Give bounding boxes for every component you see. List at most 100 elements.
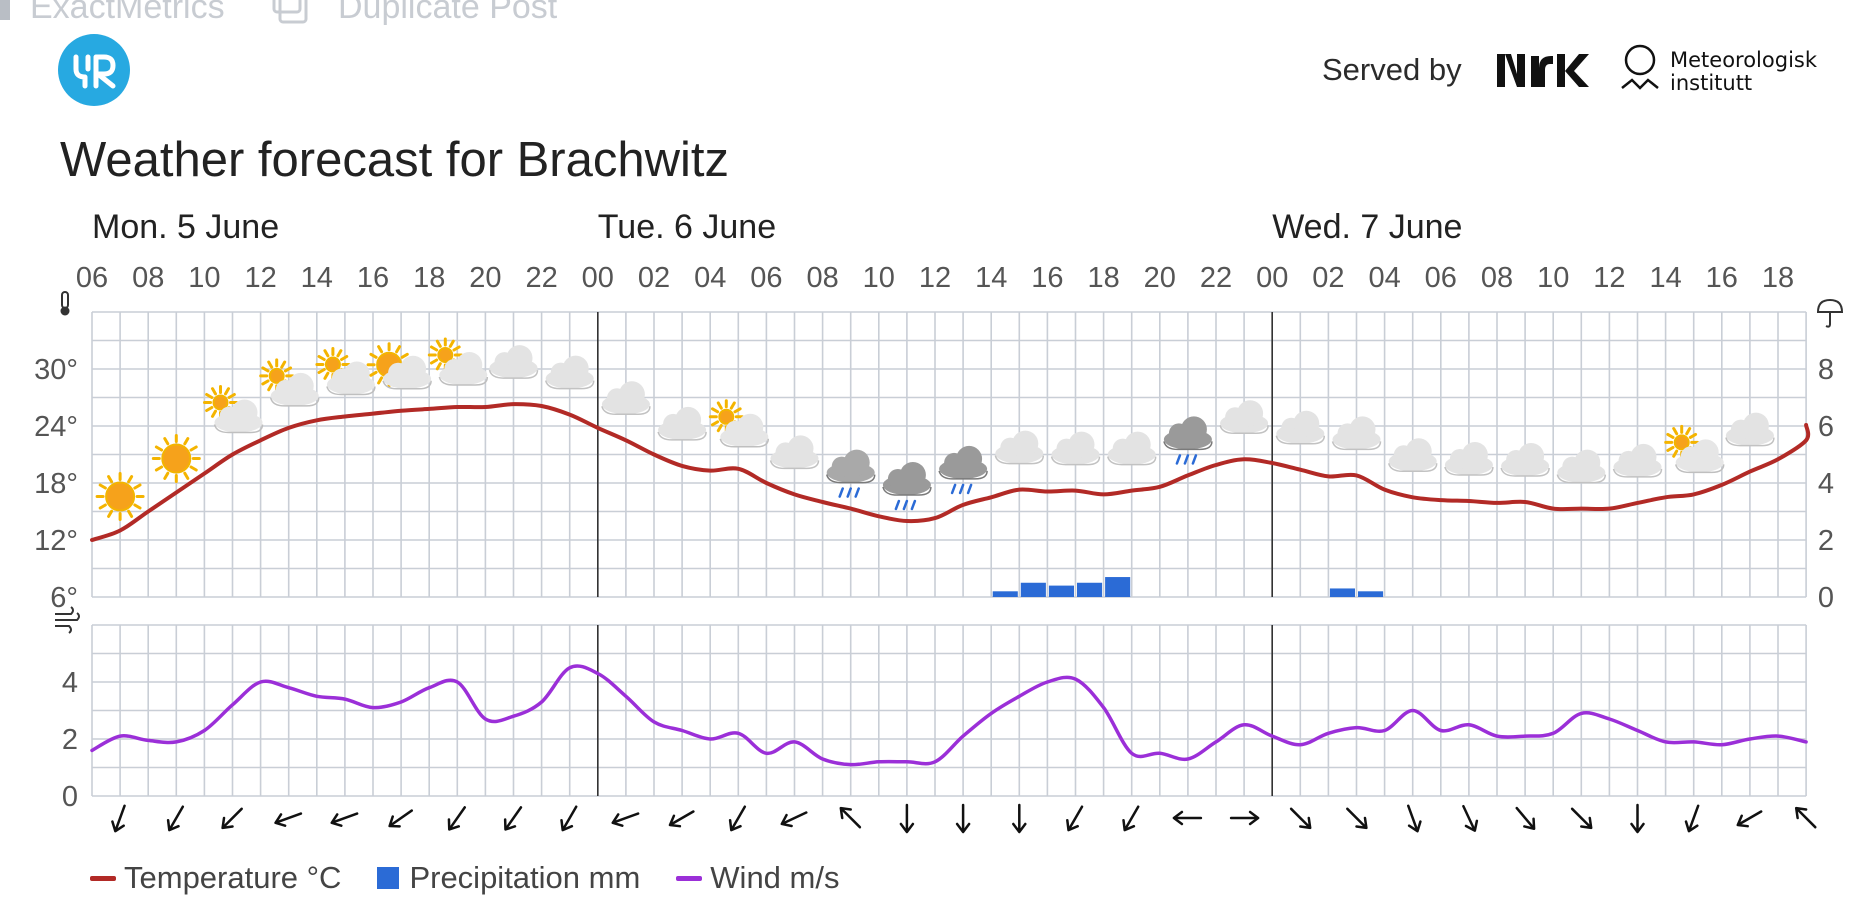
wind-direction-arrow — [1346, 807, 1368, 830]
precipitation-bar — [1048, 585, 1074, 597]
precipitation-bars — [992, 577, 1384, 597]
wind-direction-arrow — [1229, 810, 1260, 826]
wind-tick-label: 0 — [62, 781, 78, 813]
wind-direction-arrow — [780, 811, 808, 828]
cloud-icon — [488, 345, 539, 379]
wind-direction-arrow — [1684, 804, 1700, 833]
precipitation-bar — [992, 591, 1018, 597]
hour-label: 16 — [357, 262, 389, 294]
wind-direction-arrow — [503, 806, 523, 831]
precipitation-bar — [1329, 588, 1355, 597]
cloud-icon — [601, 381, 651, 416]
cloud-icon — [1500, 443, 1550, 477]
precipitation-bar — [1020, 582, 1046, 597]
precipitation-tick-label: 4 — [1818, 468, 1834, 500]
yr-logo-mark — [73, 54, 116, 89]
wind-line — [90, 664, 1808, 767]
cloud-icon — [1219, 400, 1269, 435]
legend-label-precipitation: Precipitation mm — [409, 860, 641, 895]
cloud-icon — [1556, 449, 1607, 484]
hour-label: 16 — [1706, 262, 1738, 294]
hour-label: 12 — [1593, 262, 1625, 294]
wind-direction-arrow — [1066, 805, 1084, 832]
hour-label: 20 — [469, 262, 501, 294]
partly-cloudy-sun-icon — [366, 342, 432, 390]
wind-direction-arrow — [1172, 810, 1203, 826]
hour-label: 10 — [188, 262, 220, 294]
precipitation-bar — [1358, 591, 1384, 597]
wind-direction-arrow — [111, 804, 126, 833]
thermometer-icon — [60, 291, 70, 316]
wind-direction-arrow — [560, 805, 578, 832]
nrk-logo[interactable] — [1495, 50, 1591, 90]
umbrella-icon — [1816, 298, 1844, 328]
hour-label: 02 — [1312, 262, 1344, 294]
wind-direction-arrow — [388, 809, 413, 828]
wind-direction-arrow — [274, 812, 303, 827]
partly-cloudy-icon — [315, 347, 376, 396]
wind-direction-arrow — [166, 805, 185, 832]
cloud-icon — [544, 355, 595, 390]
legend-swatch-precipitation — [377, 867, 400, 889]
legend-item-temperature[interactable]: Temperature °C — [90, 860, 341, 896]
hour-labels: 06 08 10 12 14 16 18 20 22 00 02 04 06 08 10 12 14 16 18 20… — [76, 262, 1794, 294]
admin-bar-icon — [0, 0, 10, 20]
hour-label: 22 — [525, 262, 557, 294]
legend-item-wind[interactable]: Wind m/s — [676, 860, 839, 896]
yr-logo[interactable] — [58, 34, 130, 106]
partly-cloudy-icon — [427, 337, 489, 386]
hour-label: 04 — [1368, 262, 1400, 294]
precipitation-tick-label: 0 — [1818, 582, 1834, 614]
wind-direction-arrow — [1122, 805, 1140, 832]
day-label: Wed. 7 June — [1272, 208, 1462, 246]
wind-direction-arrow — [221, 807, 243, 830]
wind-series — [90, 664, 1808, 767]
wind-tick-label: 4 — [62, 667, 78, 699]
legend-label-wind: Wind m/s — [710, 860, 840, 895]
wind-direction-arrow — [1462, 804, 1479, 832]
hour-label: 04 — [694, 262, 726, 294]
cloud-icon — [769, 435, 820, 470]
hour-label: 14 — [975, 262, 1007, 294]
wind-direction-arrow — [668, 810, 695, 828]
hour-label: 16 — [1031, 262, 1063, 294]
hour-label: 18 — [1762, 262, 1794, 294]
hour-label: 10 — [1537, 262, 1569, 294]
cloud-icon — [994, 430, 1045, 465]
legend-swatch-wind — [676, 875, 703, 881]
wind-direction-arrow — [330, 812, 359, 827]
legend-item-precipitation[interactable]: Precipitation mm — [377, 860, 640, 896]
hour-label: 06 — [76, 262, 108, 294]
wind-direction-arrow — [955, 803, 971, 834]
partly-cloudy-icon — [203, 385, 264, 434]
hour-label: 06 — [750, 262, 782, 294]
wind-direction-arrow — [1736, 810, 1763, 828]
wind-direction-arrow — [1289, 807, 1312, 830]
temperature-tick-label: 18° — [34, 468, 78, 500]
wind-direction-arrow — [839, 806, 862, 829]
legend-swatch-temperature — [90, 875, 116, 881]
cloud-icon — [1387, 438, 1438, 473]
hour-label: 18 — [1087, 262, 1119, 294]
met-institute-name: Meteorologisk institutt — [1670, 49, 1817, 95]
cloud-icon — [1612, 443, 1663, 478]
hour-label: 08 — [132, 262, 164, 294]
exactmetrics-menu-item[interactable]: ExactMetrics — [30, 0, 225, 26]
precipitation-tick-label: 6 — [1818, 411, 1834, 443]
day-label: Mon. 5 June — [92, 208, 279, 246]
temperature-series — [90, 402, 1811, 542]
page-title: Weather forecast for Brachwitz — [60, 133, 730, 187]
hour-label: 00 — [1256, 262, 1288, 294]
duplicate-post-menu-item[interactable]: Duplicate Post — [338, 0, 558, 26]
wind-direction-arrow — [1407, 804, 1422, 833]
met-institute-logo[interactable] — [1618, 43, 1662, 99]
hour-label: 12 — [919, 262, 951, 294]
partly-cloudy-icon — [259, 358, 320, 407]
hour-label: 08 — [806, 262, 838, 294]
wind-tick-label: 2 — [62, 724, 78, 756]
wind-direction-arrow — [1794, 806, 1817, 829]
wind-direction-arrow — [899, 803, 915, 834]
rain-cloud-icon — [882, 462, 932, 511]
precipitation-tick-label: 8 — [1818, 354, 1834, 386]
